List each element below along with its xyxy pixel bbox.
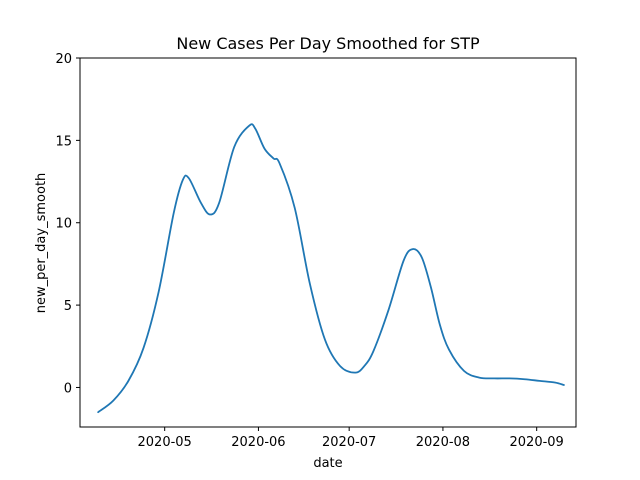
x-tick-label: 2020-09 bbox=[510, 435, 564, 450]
x-tick-label: 2020-05 bbox=[138, 435, 192, 450]
y-tick-label: 20 bbox=[55, 52, 72, 67]
plot-frame bbox=[79, 57, 577, 428]
y-tick-label: 5 bbox=[64, 299, 72, 314]
x-tick-label: 2020-07 bbox=[322, 435, 376, 450]
plot-area: 2020-05 2020-06 2020-07 2020-08 2020-09 0 5 10… bbox=[55, 52, 577, 450]
y-tick-label: 10 bbox=[55, 217, 72, 232]
x-axis-ticks: 2020-05 2020-06 2020-07 2020-08 2020-09 bbox=[138, 427, 564, 450]
x-tick-label: 2020-08 bbox=[416, 435, 470, 450]
y-tick-label: 15 bbox=[55, 134, 72, 149]
x-axis-title: date bbox=[313, 456, 342, 471]
chart-title: New Cases Per Day Smoothed for STP bbox=[176, 34, 480, 53]
y-axis-title: new_per_day_smooth bbox=[34, 173, 49, 314]
x-tick-label: 2020-06 bbox=[231, 435, 285, 450]
y-tick-label: 0 bbox=[64, 381, 72, 396]
series-line bbox=[97, 123, 565, 414]
y-axis-ticks: 0 5 10 15 20 bbox=[55, 52, 80, 396]
